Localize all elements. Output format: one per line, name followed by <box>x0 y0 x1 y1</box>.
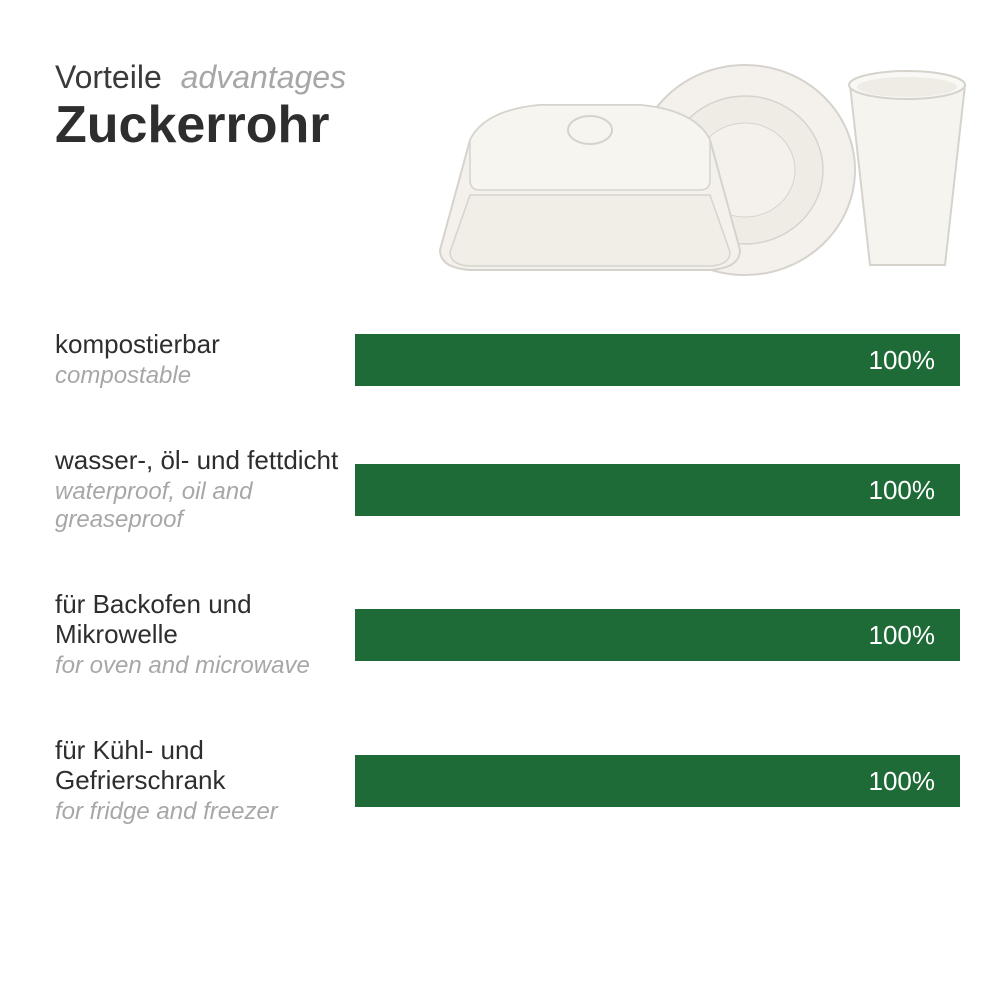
bar-row: kompostierbar compostable 100% <box>55 330 960 391</box>
label-de: kompostierbar <box>55 330 340 360</box>
label-en: compostable <box>55 362 340 391</box>
clamshell-box-icon <box>440 105 740 270</box>
title-de: Vorteile <box>55 59 162 95</box>
bar-label: wasser-, öl- und fettdicht waterproof, o… <box>55 446 355 535</box>
bar-label: für Kühl- und Gefrierschrank for fridge … <box>55 736 355 827</box>
cup-icon <box>849 71 965 265</box>
infographic-page: Vorteile advantages Zuckerrohr <box>0 0 1000 1000</box>
bar-fill: 100% <box>355 464 960 516</box>
products-svg <box>410 40 970 280</box>
bar-track: 100% <box>355 609 960 661</box>
bar-row: wasser-, öl- und fettdicht waterproof, o… <box>55 446 960 535</box>
bar-fill: 100% <box>355 755 960 807</box>
bar-chart: kompostierbar compostable 100% wasser-, … <box>55 330 960 826</box>
label-en: for fridge and freezer <box>55 798 340 827</box>
bar-track: 100% <box>355 334 960 386</box>
bar-fill: 100% <box>355 334 960 386</box>
title-en: advantages <box>181 59 346 95</box>
label-de: für Kühl- und Gefrierschrank <box>55 736 340 796</box>
bar-value: 100% <box>869 475 936 506</box>
header: Vorteile advantages Zuckerrohr <box>55 50 960 280</box>
product-illustration <box>410 40 970 280</box>
heading-line-1: Vorteile advantages <box>55 60 346 95</box>
bar-track: 100% <box>355 755 960 807</box>
heading-block: Vorteile advantages Zuckerrohr <box>55 50 346 154</box>
bar-row: für Backofen und Mikrowelle for oven and… <box>55 590 960 681</box>
bar-track: 100% <box>355 464 960 516</box>
bar-value: 100% <box>869 766 936 797</box>
label-de: für Backofen und Mikrowelle <box>55 590 340 650</box>
bar-value: 100% <box>869 620 936 651</box>
bar-fill: 100% <box>355 609 960 661</box>
bar-row: für Kühl- und Gefrierschrank for fridge … <box>55 736 960 827</box>
label-de: wasser-, öl- und fettdicht <box>55 446 340 476</box>
label-en: waterproof, oil and greaseproof <box>55 478 340 536</box>
bar-label: kompostierbar compostable <box>55 330 355 391</box>
bar-label: für Backofen und Mikrowelle for oven and… <box>55 590 355 681</box>
heading-subject: Zuckerrohr <box>55 97 346 154</box>
label-en: for oven and microwave <box>55 652 340 681</box>
bar-value: 100% <box>869 345 936 376</box>
